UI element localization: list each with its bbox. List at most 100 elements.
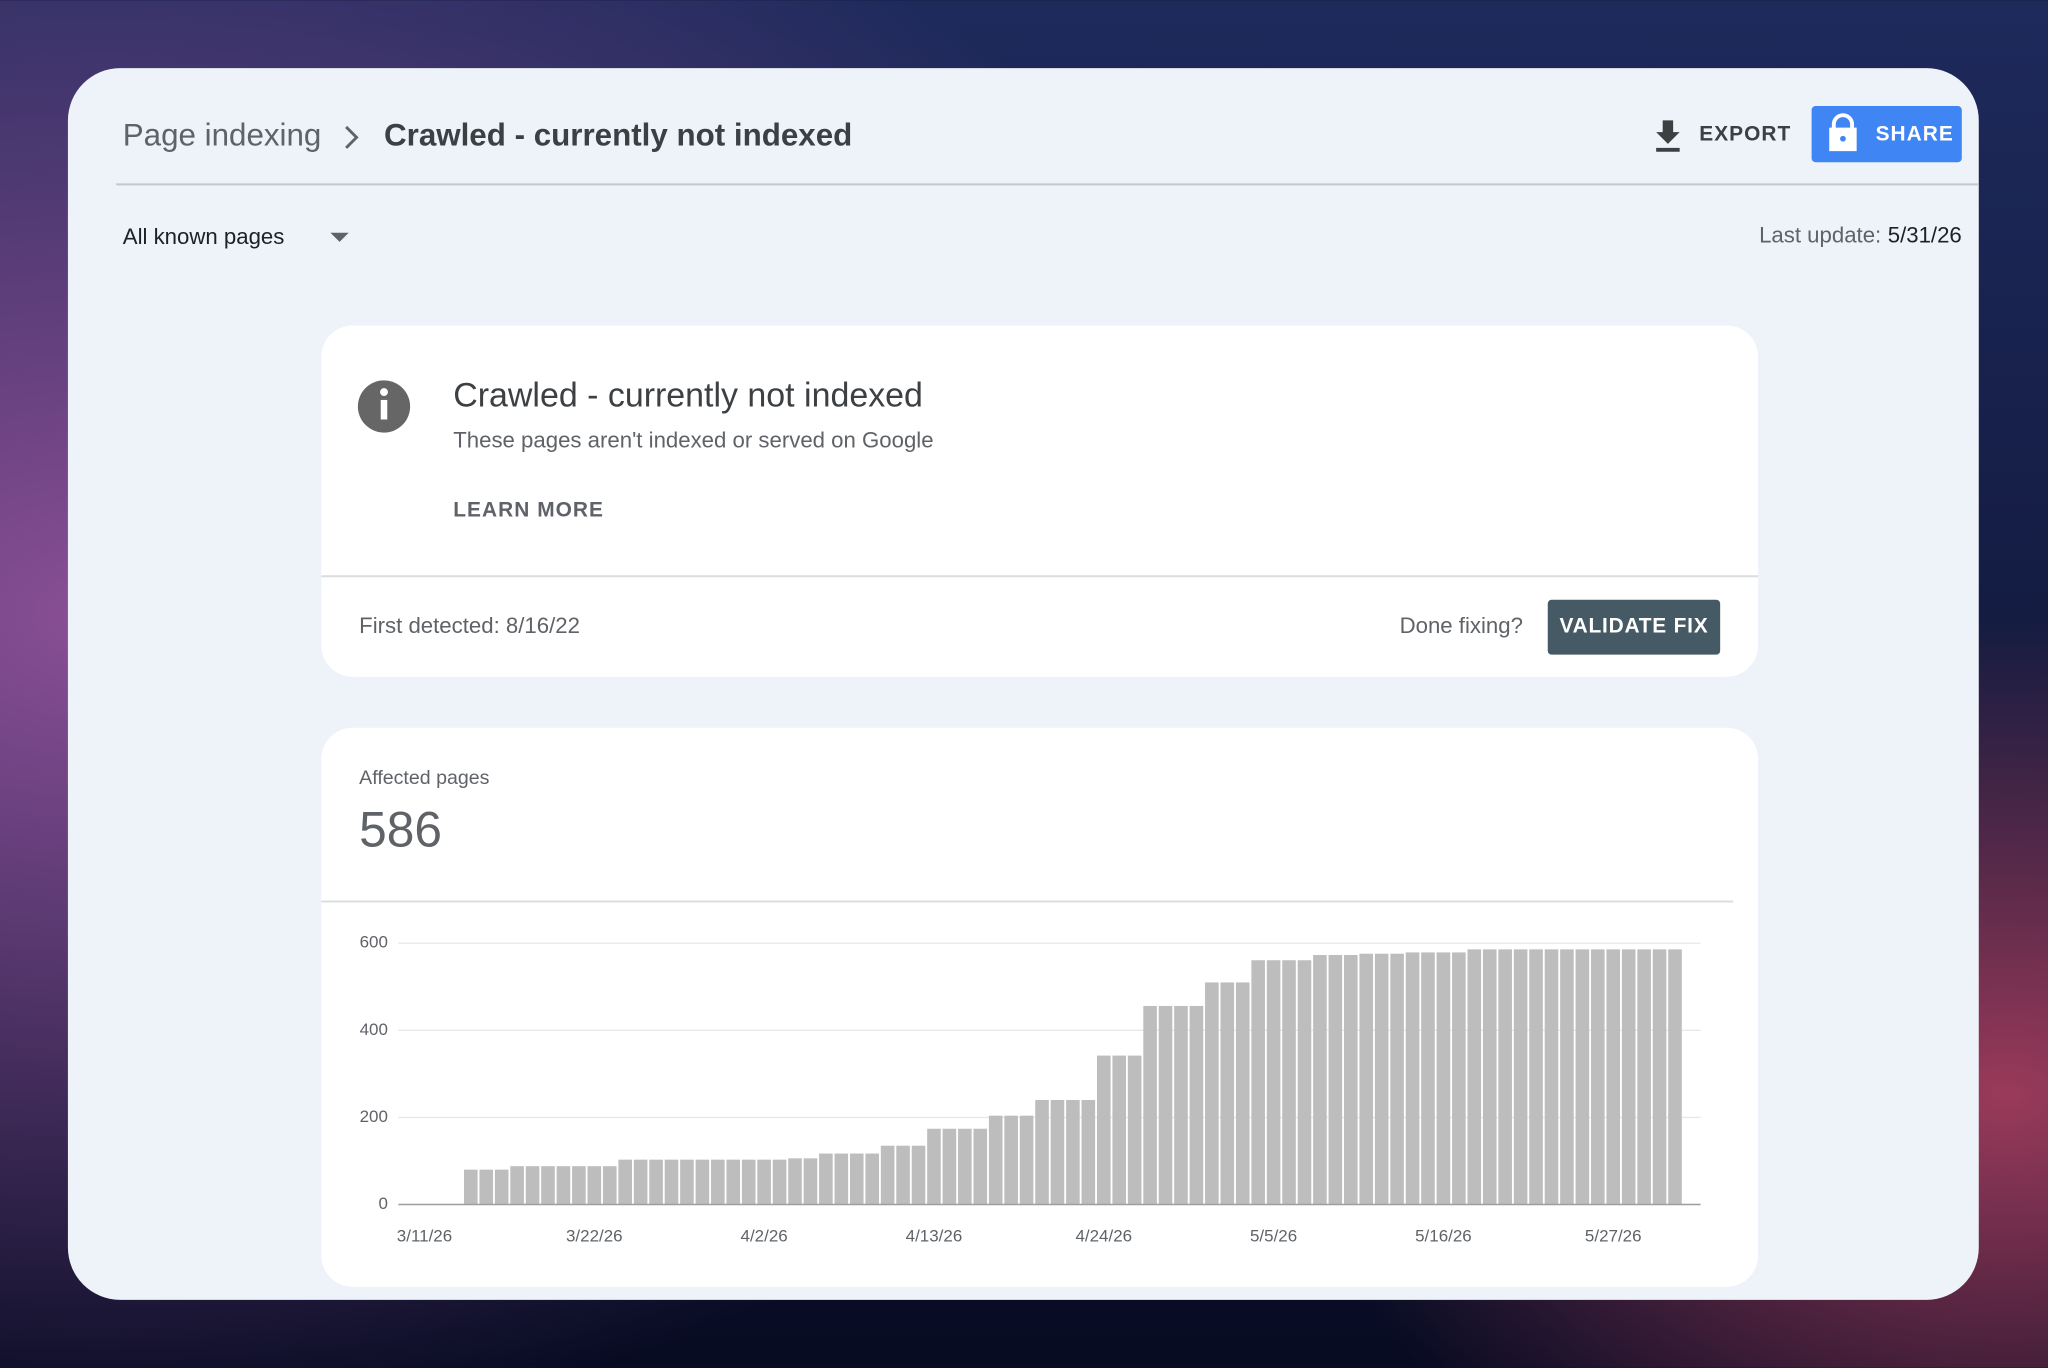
bar: [618, 1159, 632, 1205]
filter-dropdown[interactable]: All known pages: [123, 224, 349, 249]
bar: [1637, 949, 1651, 1205]
x-tick-label: 5/16/26: [1415, 1227, 1472, 1246]
bar: [741, 1159, 756, 1205]
bar: [1452, 952, 1466, 1205]
x-tick-label: 5/27/26: [1585, 1227, 1642, 1246]
bar: [1112, 1055, 1127, 1205]
bar: [1575, 949, 1590, 1205]
bar: [803, 1158, 818, 1205]
done-fixing: Done fixing?: [1400, 613, 1523, 638]
y-tick-label: 0: [378, 1194, 387, 1213]
bar: [479, 1169, 494, 1205]
bar: [649, 1159, 663, 1205]
bar: [1328, 955, 1343, 1205]
bar: [1282, 960, 1296, 1205]
breadcrumb-current: Crawled - currently not indexed: [384, 118, 852, 153]
bar: [587, 1166, 602, 1205]
bar: [849, 1153, 864, 1205]
last-update: Last update: 5/31/26: [1759, 223, 1962, 248]
x-tick-label: 5/5/26: [1250, 1227, 1297, 1246]
bar: [1004, 1115, 1018, 1205]
breadcrumb-link[interactable]: Page indexing: [123, 118, 322, 153]
y-tick-label: 200: [360, 1107, 388, 1126]
bar: [1652, 949, 1667, 1205]
bar: [1189, 1005, 1204, 1205]
bar: [973, 1128, 988, 1205]
y-tick-label: 600: [360, 933, 388, 952]
bar: [1205, 982, 1219, 1205]
bar: [834, 1153, 849, 1205]
bar: [680, 1159, 694, 1205]
x-tick-label: 3/22/26: [566, 1227, 623, 1246]
bar: [911, 1145, 926, 1205]
bar: [1436, 952, 1451, 1205]
bar: [1220, 982, 1235, 1205]
validate-bg: [1547, 599, 1721, 655]
export-button[interactable]: EXPORT: [1656, 120, 1791, 152]
bar: [1668, 949, 1682, 1205]
x-tick-label: 4/13/26: [906, 1227, 963, 1246]
issue-card: [321, 325, 1759, 677]
bar: [556, 1166, 571, 1205]
bar: [695, 1159, 710, 1205]
bar: [1482, 949, 1497, 1205]
info-icon-dot: [380, 388, 388, 396]
bar: [1529, 949, 1543, 1205]
bar: [1544, 949, 1559, 1205]
bar: [541, 1166, 555, 1205]
lock-hole: [1840, 135, 1846, 142]
summary-value: 586: [359, 802, 442, 858]
bar: [1591, 949, 1605, 1205]
bar: [633, 1159, 648, 1205]
last-update-value: 5/31/26: [1888, 223, 1962, 248]
validate-label: VALIDATE FIX: [1559, 615, 1708, 638]
validate-button[interactable]: VALIDATE FIX: [1547, 599, 1721, 655]
bar: [757, 1159, 771, 1205]
x-tick-label: 4/2/26: [741, 1227, 788, 1246]
bar: [772, 1159, 787, 1205]
first-detected: First detected: 8/16/22: [359, 613, 580, 638]
y-tick-label: 400: [360, 1020, 388, 1039]
bar: [572, 1166, 586, 1205]
bar: [1096, 1055, 1111, 1205]
bar: [1513, 949, 1528, 1205]
bar: [1081, 1100, 1096, 1205]
bar: [1405, 952, 1420, 1205]
bar: [464, 1169, 478, 1205]
card-title: Crawled - currently not indexed: [453, 376, 923, 414]
export-icon: [1656, 120, 1680, 152]
bar: [1359, 953, 1374, 1205]
bar: [1606, 949, 1621, 1205]
bar: [1251, 960, 1265, 1205]
export-label: EXPORT: [1699, 122, 1791, 145]
bar: [819, 1153, 833, 1205]
share-button[interactable]: SHARE: [1811, 106, 1962, 163]
bar: [942, 1128, 957, 1205]
bar: [1374, 953, 1389, 1205]
bar: [664, 1159, 679, 1205]
bar: [1421, 952, 1435, 1205]
bar: [1035, 1100, 1049, 1205]
share-label: SHARE: [1876, 122, 1954, 145]
bar: [927, 1128, 941, 1205]
summary-label: Affected pages: [359, 767, 489, 789]
bar: [788, 1158, 802, 1205]
bar: [1344, 955, 1358, 1205]
bar: [510, 1166, 524, 1205]
dropdown-arrow: [330, 232, 349, 242]
bar: [726, 1159, 741, 1205]
bar: [1621, 949, 1636, 1205]
bar: [1467, 949, 1482, 1205]
bar: [1498, 949, 1512, 1205]
bar: [1297, 960, 1312, 1205]
bar: [1266, 960, 1281, 1205]
chart: 0 200 400 600 3/11/26 3/22/26 4/2/26 4/13/26 4/2…: [360, 933, 1701, 1246]
bar: [1019, 1115, 1034, 1205]
bar: [958, 1128, 972, 1205]
bar: [1390, 953, 1404, 1205]
last-update-label: Last update:: [1759, 223, 1881, 248]
learn-more-link[interactable]: LEARN MORE: [453, 498, 604, 521]
card-subtitle: These pages aren't indexed or served on …: [453, 428, 933, 453]
